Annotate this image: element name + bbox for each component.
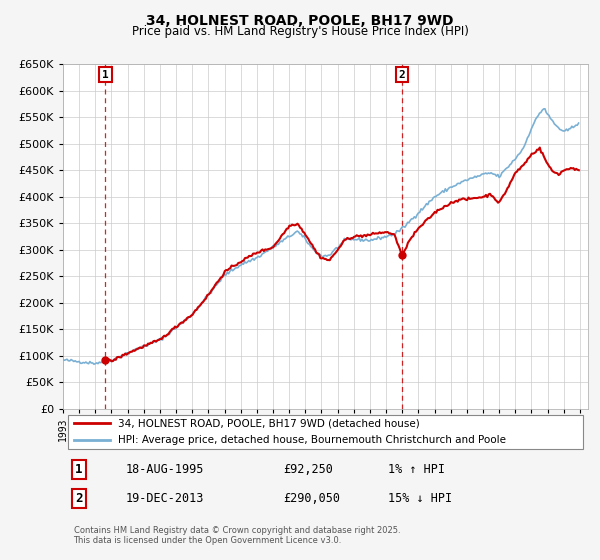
Text: 2: 2 [398, 69, 405, 80]
Text: £290,050: £290,050 [284, 492, 341, 505]
Text: 34, HOLNEST ROAD, POOLE, BH17 9WD: 34, HOLNEST ROAD, POOLE, BH17 9WD [146, 14, 454, 28]
Text: 19-DEC-2013: 19-DEC-2013 [126, 492, 205, 505]
Text: 34, HOLNEST ROAD, POOLE, BH17 9WD (detached house): 34, HOLNEST ROAD, POOLE, BH17 9WD (detac… [118, 418, 420, 428]
Text: 15% ↓ HPI: 15% ↓ HPI [389, 492, 452, 505]
Text: 18-AUG-1995: 18-AUG-1995 [126, 463, 205, 476]
Text: 1: 1 [102, 69, 109, 80]
Text: £92,250: £92,250 [284, 463, 334, 476]
Text: Price paid vs. HM Land Registry's House Price Index (HPI): Price paid vs. HM Land Registry's House … [131, 25, 469, 38]
Text: HPI: Average price, detached house, Bournemouth Christchurch and Poole: HPI: Average price, detached house, Bour… [118, 435, 506, 445]
Text: 1: 1 [75, 463, 83, 476]
FancyBboxPatch shape [68, 414, 583, 449]
Text: 1% ↑ HPI: 1% ↑ HPI [389, 463, 445, 476]
Text: Contains HM Land Registry data © Crown copyright and database right 2025.
This d: Contains HM Land Registry data © Crown c… [74, 526, 400, 545]
Text: 2: 2 [75, 492, 83, 505]
